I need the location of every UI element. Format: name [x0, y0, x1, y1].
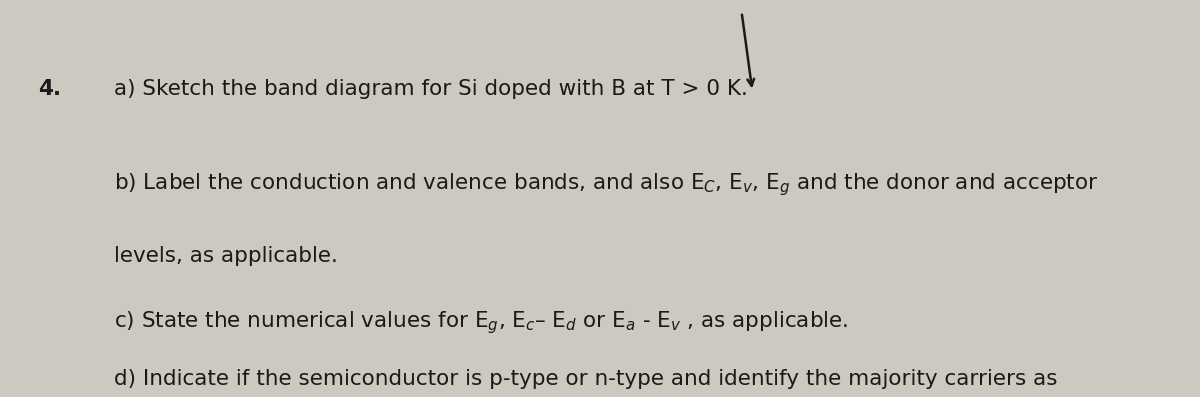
Text: levels, as applicable.: levels, as applicable. [114, 246, 338, 266]
Text: 4.: 4. [38, 79, 61, 99]
Text: b) Label the conduction and valence bands, and also E$_C$, E$_v$, E$_g$ and the : b) Label the conduction and valence band… [114, 171, 1098, 198]
Text: c) State the numerical values for E$_g$, E$_c$– E$_d$ or E$_a$ - E$_v$ , as appl: c) State the numerical values for E$_g$,… [114, 310, 848, 337]
Text: a) Sketch the band diagram for Si doped with B at T > 0 K.: a) Sketch the band diagram for Si doped … [114, 79, 748, 99]
Text: d) Indicate if the semiconductor is p-type or n-type and identify the majority c: d) Indicate if the semiconductor is p-ty… [114, 369, 1057, 389]
